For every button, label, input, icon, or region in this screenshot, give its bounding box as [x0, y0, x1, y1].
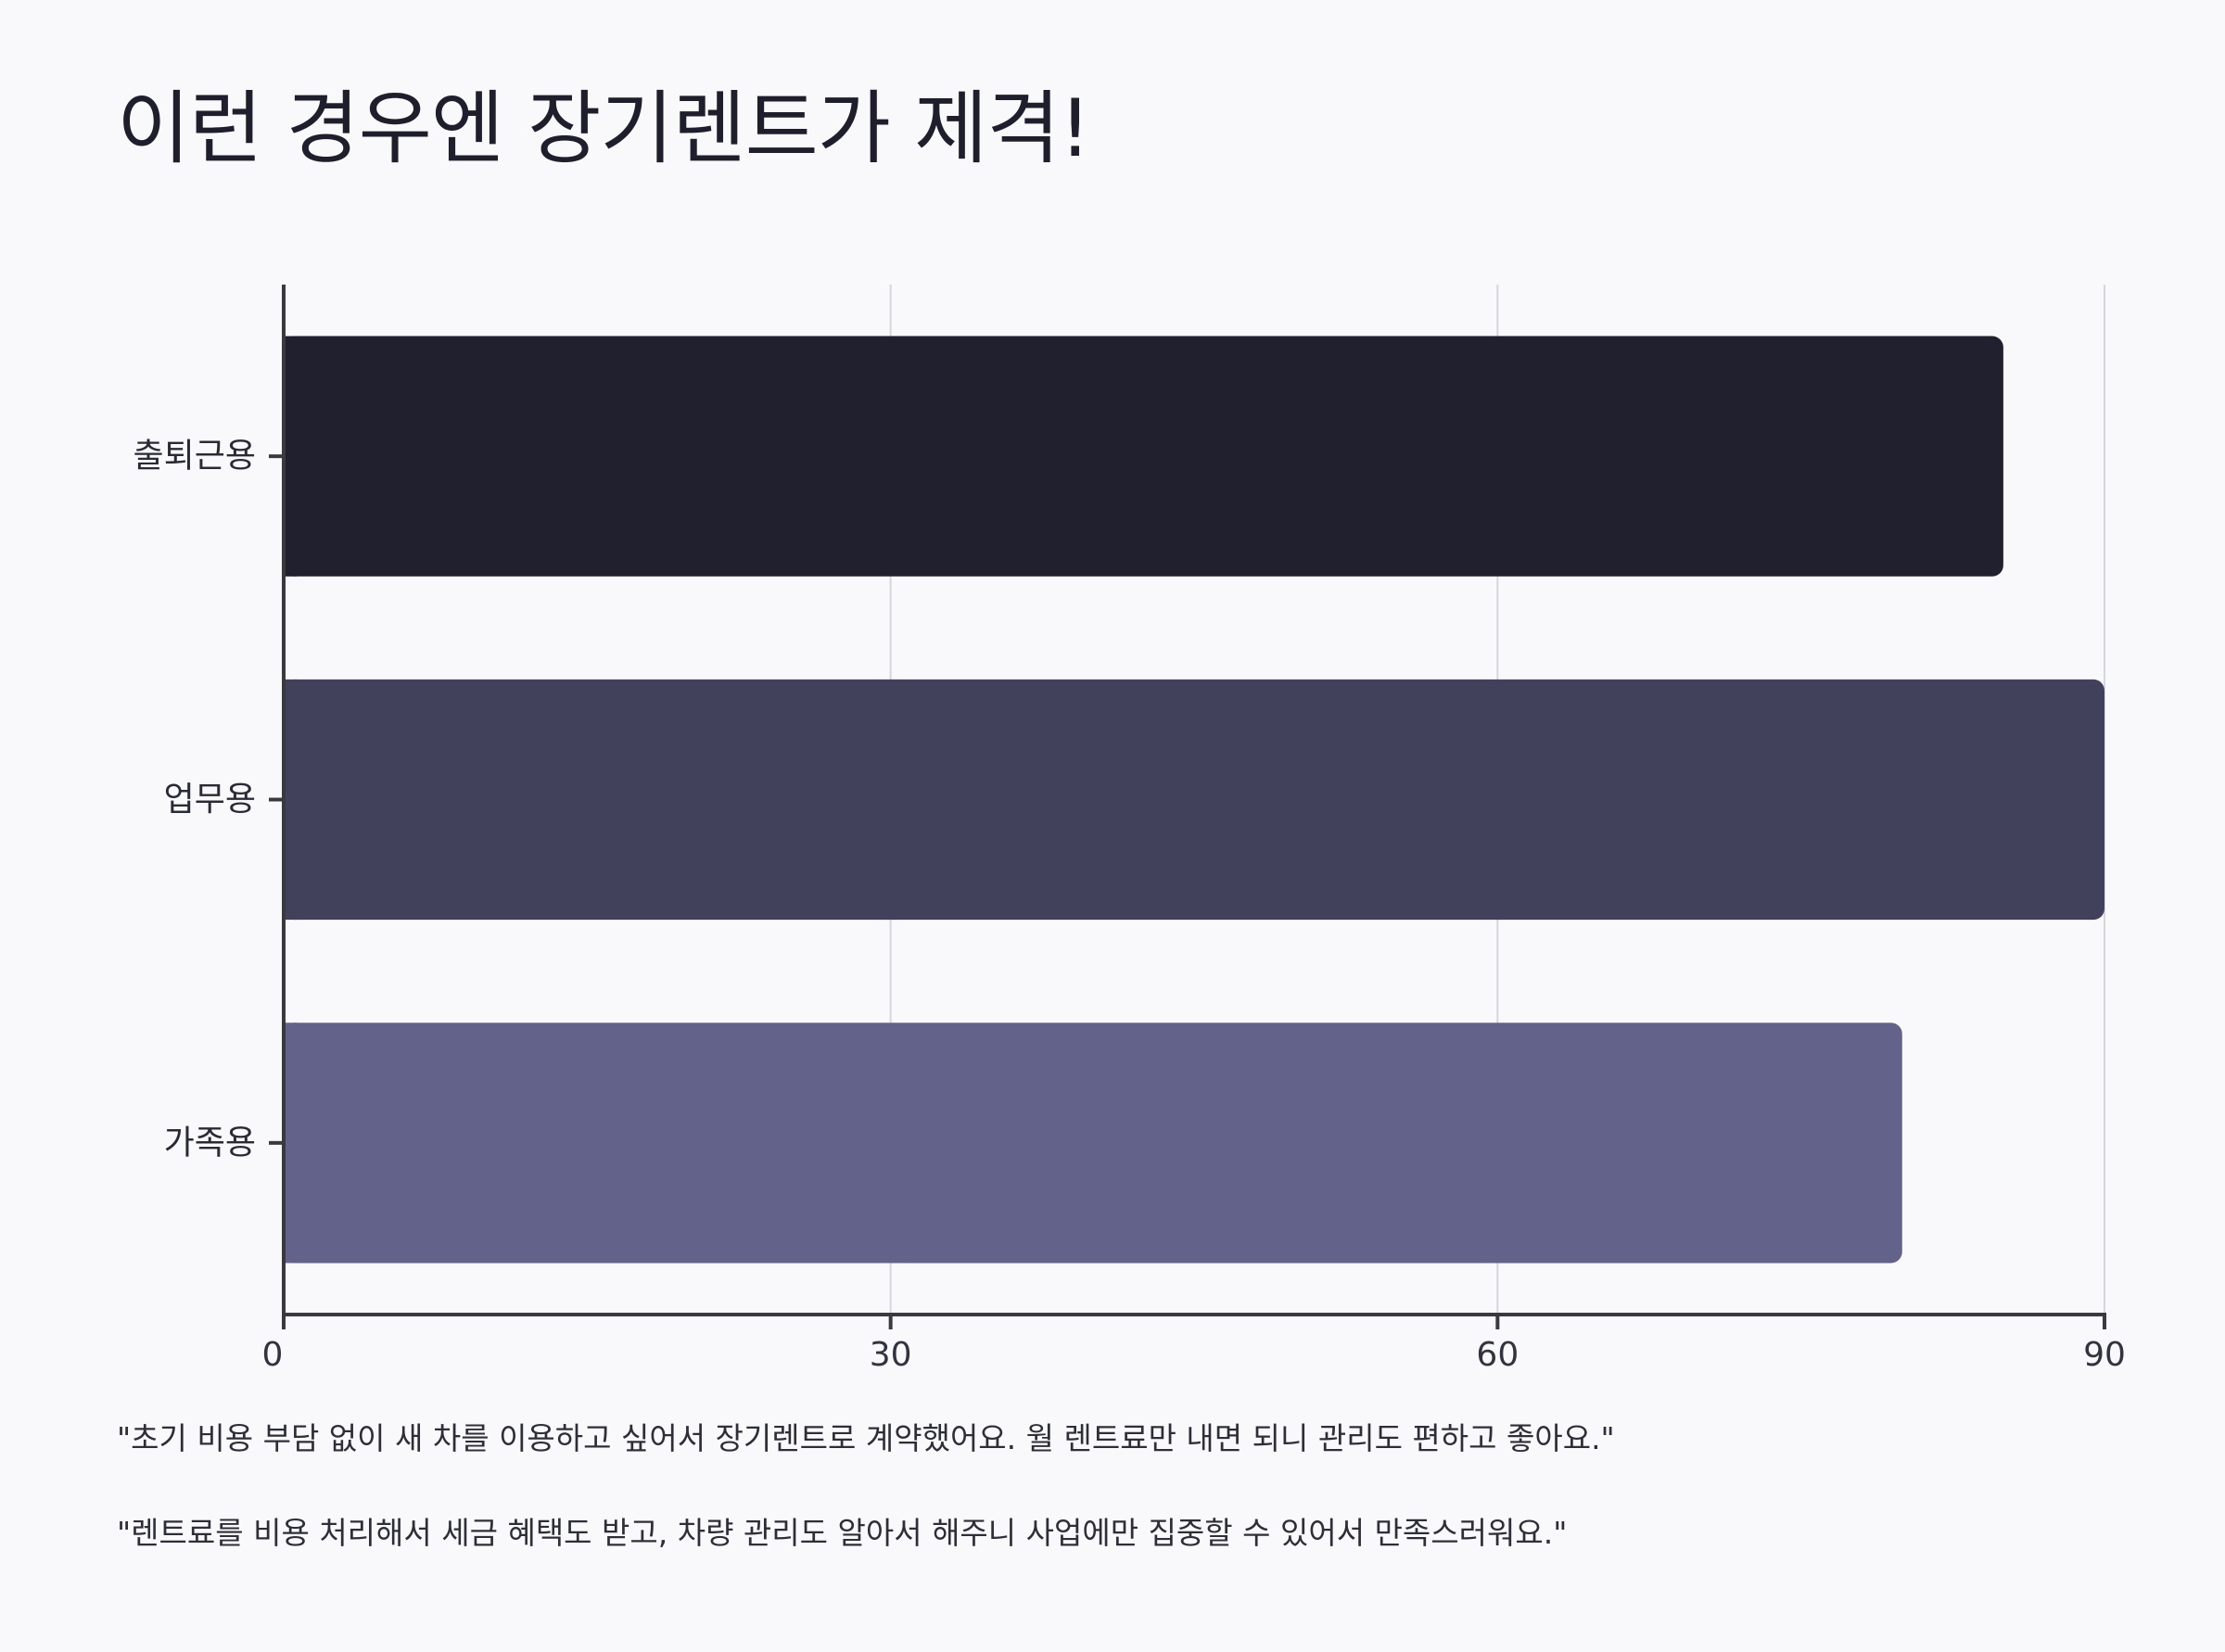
x-tick-label: 0	[262, 1336, 284, 1374]
testimonial-quote: "초기 비용 부담 없이 새 차를 이용하고 싶어서 장기렌트로 계약했어요. …	[117, 1420, 1615, 1456]
bar-2	[284, 679, 2104, 921]
bars	[284, 336, 2104, 1264]
bar-edge	[284, 336, 297, 577]
chart-title: 이런 경우엔 장기렌트가 제격!	[117, 83, 1091, 175]
bar-3	[284, 1023, 1902, 1264]
x-tick-label: 30	[870, 1336, 912, 1374]
bar-edge	[284, 1023, 297, 1264]
testimonials: "초기 비용 부담 없이 새 차를 이용하고 싶어서 장기렌트로 계약했어요. …	[117, 1420, 2156, 1608]
axes	[269, 285, 2106, 1329]
category-label: 가족용	[164, 1124, 256, 1162]
category-label: 업무용	[164, 781, 256, 819]
x-tick-label: 60	[1476, 1336, 1519, 1374]
testimonial-quote: "렌트료를 비용 처리해서 세금 혜택도 받고, 차량 관리도 알아서 해주니 …	[117, 1514, 1568, 1551]
category-label: 출퇴근용	[134, 438, 256, 476]
x-tick-label: 90	[2083, 1336, 2126, 1374]
bar-edge	[284, 679, 297, 921]
bar-1	[284, 336, 2003, 577]
